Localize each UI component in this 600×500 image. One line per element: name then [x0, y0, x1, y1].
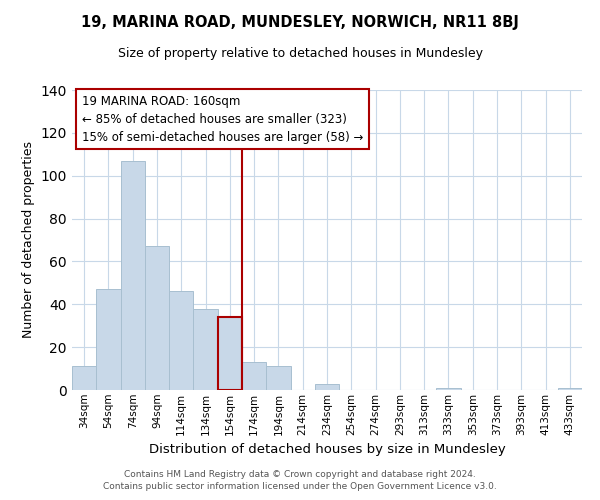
Bar: [242, 362, 266, 390]
X-axis label: Distribution of detached houses by size in Mundesley: Distribution of detached houses by size …: [149, 443, 505, 456]
Bar: [72, 366, 96, 390]
Text: Contains public sector information licensed under the Open Government Licence v3: Contains public sector information licen…: [103, 482, 497, 491]
Bar: [96, 290, 121, 390]
Bar: [169, 292, 193, 390]
Text: Size of property relative to detached houses in Mundesley: Size of property relative to detached ho…: [118, 48, 482, 60]
Bar: [218, 317, 242, 390]
Bar: [145, 246, 169, 390]
Text: Contains HM Land Registry data © Crown copyright and database right 2024.: Contains HM Land Registry data © Crown c…: [124, 470, 476, 479]
Text: 19, MARINA ROAD, MUNDESLEY, NORWICH, NR11 8BJ: 19, MARINA ROAD, MUNDESLEY, NORWICH, NR1…: [81, 15, 519, 30]
Bar: [193, 308, 218, 390]
Bar: [121, 160, 145, 390]
Bar: [558, 388, 582, 390]
Y-axis label: Number of detached properties: Number of detached properties: [22, 142, 35, 338]
Text: 19 MARINA ROAD: 160sqm
← 85% of detached houses are smaller (323)
15% of semi-de: 19 MARINA ROAD: 160sqm ← 85% of detached…: [82, 94, 364, 144]
Bar: [436, 388, 461, 390]
Bar: [266, 366, 290, 390]
Bar: [315, 384, 339, 390]
